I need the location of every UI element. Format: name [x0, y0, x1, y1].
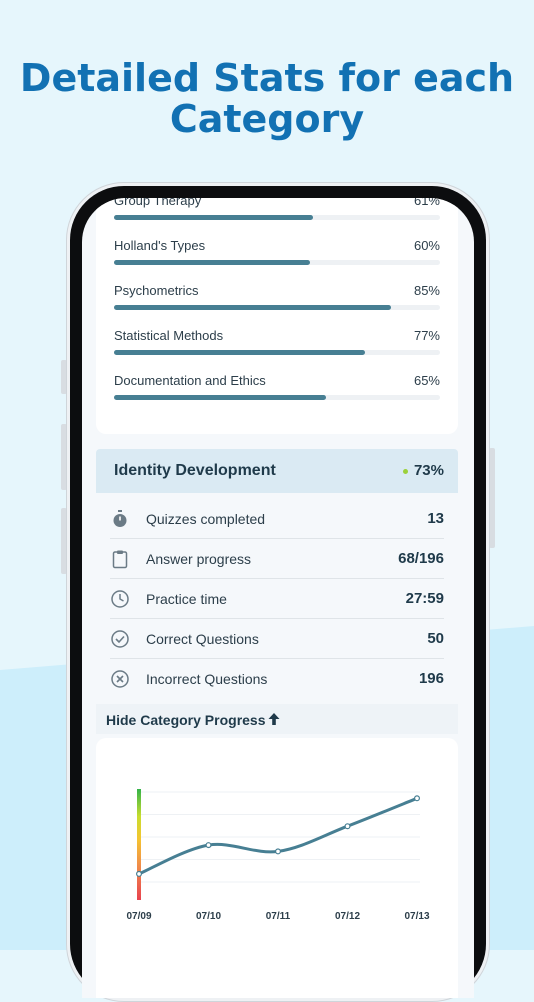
stat-value: 68/196: [398, 550, 444, 567]
data-point: [344, 823, 351, 830]
x-tick-label: 07/09: [126, 911, 151, 922]
phone-volume-down: [61, 508, 67, 574]
category-row-group-therapy: Group Therapy 61%: [114, 198, 440, 233]
status-indicator-dot: [403, 469, 408, 474]
progress-fill: [114, 305, 392, 310]
category-name: Statistical Methods: [114, 328, 224, 343]
stat-value: 50: [427, 630, 444, 647]
stat-label: Correct Questions: [146, 631, 259, 647]
x-tick-label: 07/13: [404, 911, 429, 922]
phone-volume-up: [61, 424, 67, 490]
clock-icon: [111, 590, 129, 608]
clipboard-icon: [112, 550, 128, 569]
x-circle-icon: [111, 670, 129, 688]
stopwatch-icon: [113, 510, 127, 527]
data-point: [275, 848, 282, 855]
category-row-documentation-ethics: Documentation and Ethics 65%: [114, 373, 440, 413]
data-point: [135, 870, 142, 877]
progress-fill: [114, 395, 326, 400]
category-name: Holland's Types: [114, 238, 206, 253]
series-line: [137, 796, 419, 876]
phone-screen: Group Therapy 61% Holland's Types 60% Ps…: [82, 198, 474, 998]
check-circle-icon: [111, 630, 129, 648]
x-tick-label: 07/12: [335, 911, 360, 922]
category-row-statistical-methods: Statistical Methods 77%: [114, 328, 440, 368]
category-row-psychometrics: Psychometrics 85%: [114, 283, 440, 323]
headline: Detailed Stats for each Category: [0, 58, 534, 140]
x-tick-label: 07/11: [266, 911, 291, 922]
category-row-hollands-types: Holland's Types 60%: [114, 238, 440, 278]
data-point: [414, 795, 421, 802]
stat-row-incorrect: Incorrect Questions 196: [110, 659, 444, 698]
stat-label: Answer progress: [146, 551, 252, 567]
category-percent: 60%: [413, 238, 440, 253]
identity-development-header[interactable]: Identity Development 73%: [96, 449, 458, 493]
category-percent: 61%: [413, 198, 440, 208]
category-percent: 65%: [413, 373, 440, 388]
progress-track: [114, 260, 440, 265]
stat-label: Practice time: [146, 591, 227, 607]
y-axis-gradient-bar: [137, 789, 141, 900]
progress-fill: [114, 260, 310, 265]
stat-row-correct: Correct Questions 50: [110, 619, 444, 659]
category-progress-chart: 07/09 07/10 07/11 07/12 07/13: [96, 738, 458, 998]
line-chart: 07/09 07/10 07/11 07/12 07/13: [126, 789, 430, 922]
progress-track: [114, 305, 440, 310]
category-percent: 85%: [413, 283, 440, 298]
stat-value: 13: [427, 510, 444, 527]
stat-row-answer-progress: Answer progress 68/196: [110, 539, 444, 579]
x-tick-label: 07/10: [196, 911, 221, 922]
category-name: Group Therapy: [114, 198, 202, 208]
progress-track: [114, 395, 440, 400]
phone-mute-switch: [61, 360, 67, 394]
arrow-up-icon: [268, 713, 280, 725]
toggle-label: Hide Category Progress: [106, 712, 266, 728]
phone-power-button: [489, 448, 495, 548]
category-name: Documentation and Ethics: [114, 373, 266, 388]
stat-row-quizzes: Quizzes completed 13: [110, 499, 444, 539]
headline-line-2: Category: [169, 97, 365, 141]
progress-track: [114, 350, 440, 355]
category-percent: 77%: [413, 328, 440, 343]
hide-category-progress-toggle[interactable]: Hide Category Progress: [96, 704, 458, 734]
progress-track: [114, 215, 440, 220]
progress-fill: [114, 350, 366, 355]
headline-line-1: Detailed Stats for each: [19, 56, 515, 100]
stat-value: 196: [418, 670, 444, 687]
stat-row-practice-time: Practice time 27:59: [110, 579, 444, 619]
stat-label: Quizzes completed: [146, 511, 266, 527]
category-title: Identity Development: [114, 462, 276, 479]
category-name: Psychometrics: [114, 283, 199, 298]
stat-value: 27:59: [405, 590, 444, 607]
stat-label: Incorrect Questions: [146, 671, 268, 687]
progress-fill: [114, 215, 313, 220]
data-point: [205, 842, 212, 849]
category-progress-card: Group Therapy 61% Holland's Types 60% Ps…: [96, 198, 458, 434]
category-percent: 73%: [413, 462, 444, 479]
